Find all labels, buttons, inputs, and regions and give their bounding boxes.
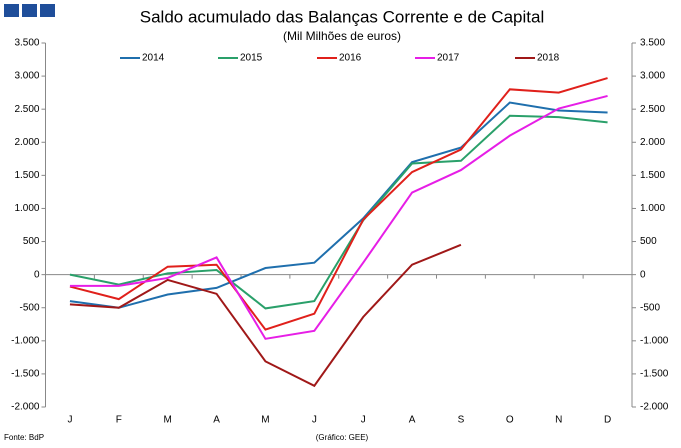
chart-subtitle: (Mil Milhões de euros) [283,29,401,43]
series-line [69,101,608,309]
y2-tick-label: -1.000 [640,335,669,346]
y-tick-label: 3.500 [14,38,39,49]
series-line [69,94,608,340]
x-tick-label: M [164,415,172,426]
x-tick-label: A [409,415,416,426]
x-tick-label: O [506,415,514,426]
series-line [69,77,608,331]
y2-tick-label: 2.500 [640,104,665,115]
legend-label: 2017 [437,53,460,64]
y2-tick-label: 3.500 [640,38,665,49]
y-tick-label: 1.000 [14,203,39,214]
source: Fonte: BdP [4,433,44,442]
y-tick-label: 3.000 [14,71,39,82]
y-tick-label: 500 [23,236,40,247]
y2-tick-label: 500 [640,236,657,247]
legend-label: 2014 [142,53,165,64]
y-tick-label: -2.000 [11,402,40,413]
chart-title: Saldo acumulado das Balanças Corrente e … [140,7,544,26]
legend-label: 2015 [240,53,263,64]
logo-block [22,4,37,17]
y-tick-label: -1.000 [11,335,40,346]
y-tick-label: 1.500 [14,170,39,181]
logo-block [4,4,19,17]
x-tick-label: D [604,415,611,426]
y-tick-label: -1.500 [11,369,40,380]
x-tick-label: F [116,415,122,426]
x-tick-label: J [361,415,366,426]
series-line [69,243,462,388]
x-tick-label: N [555,415,562,426]
y2-tick-label: 0 [640,269,646,280]
legend-label: 2018 [537,53,560,64]
y2-tick-label: -2.000 [640,402,669,413]
y-tick-label: 2.000 [14,137,39,148]
legend-label: 2016 [339,53,362,64]
y-tick-label: -500 [19,302,39,313]
y2-tick-label: 3.000 [640,71,665,82]
y2-tick-label: -1.500 [640,369,669,380]
y2-tick-label: 1.500 [640,170,665,181]
credit: (Gráfico: GEE) [316,433,369,442]
x-tick-label: A [213,415,220,426]
logo-block [40,4,55,17]
y2-tick-label: 2.000 [640,137,665,148]
y-tick-label: 0 [34,269,40,280]
x-tick-label: M [261,415,269,426]
x-tick-label: S [458,415,465,426]
series-line [69,114,608,310]
x-tick-label: J [312,415,317,426]
y2-tick-label: 1.000 [640,203,665,214]
x-tick-label: J [67,415,72,426]
y2-tick-label: -500 [640,302,660,313]
y-tick-label: 2.500 [14,104,39,115]
